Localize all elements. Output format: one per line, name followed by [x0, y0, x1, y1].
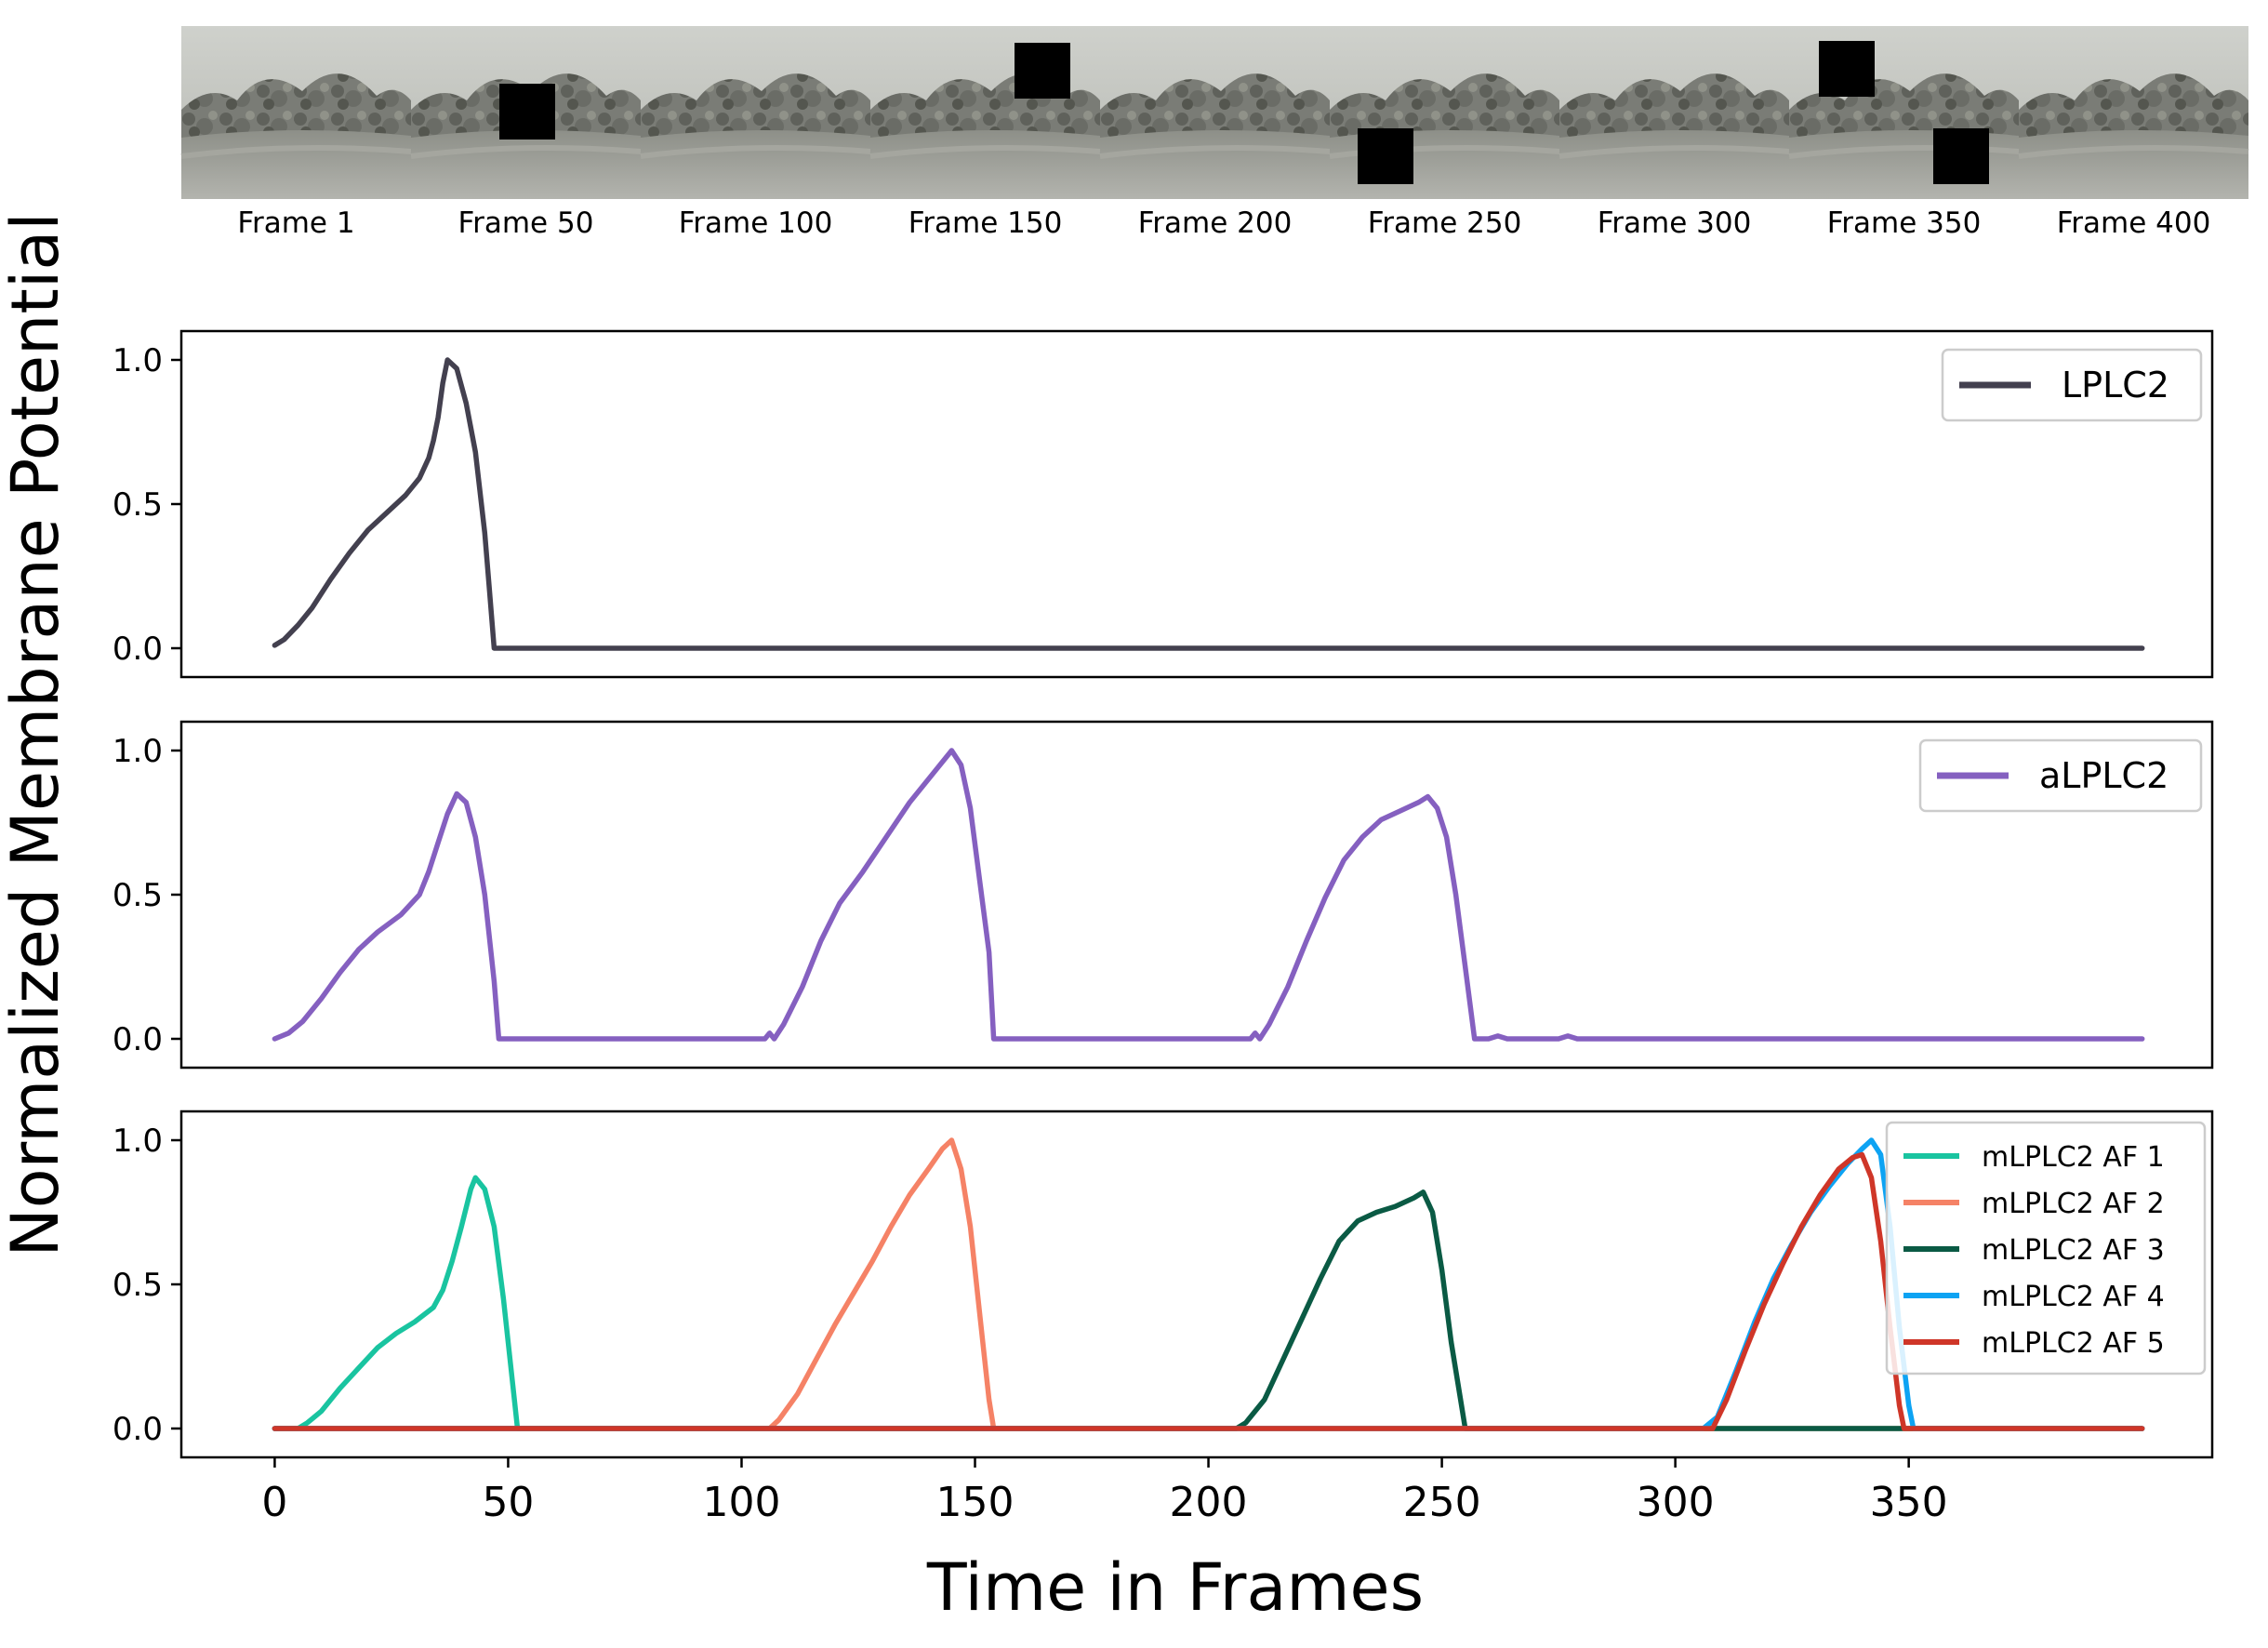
y-tick-label: 0.5	[113, 1267, 163, 1304]
x-tick-label: 0	[261, 1479, 287, 1526]
series-line	[272, 357, 2145, 651]
x-tick-label: 300	[1637, 1479, 1715, 1526]
x-tick-label: 150	[936, 1479, 1015, 1526]
looming-square	[1933, 128, 1989, 184]
x-tick-label: 200	[1170, 1479, 1248, 1526]
frame-label: Frame 300	[1598, 206, 1752, 240]
frame-thumbnail	[1559, 26, 1789, 199]
legend: aLPLC2	[1918, 738, 2203, 813]
y-tick-label: 0.5	[113, 486, 163, 524]
frame-thumbnail	[870, 26, 1100, 199]
y-tick-label: 1.0	[113, 733, 163, 770]
frame-thumbnail	[1330, 26, 1559, 199]
series-line	[272, 748, 2145, 1042]
y-tick-label: 0.0	[113, 1411, 163, 1448]
frame-label: Frame 100	[679, 206, 833, 240]
panel-lplc2: 0.0 0.5 1.0 LPLC2	[113, 329, 2214, 679]
legend-label: LPLC2	[2062, 365, 2169, 405]
frame-thumbnail	[411, 26, 641, 199]
frame-label: Frame 200	[1138, 206, 1293, 240]
looming-square	[1015, 43, 1070, 99]
frame-label: Frame 50	[458, 206, 594, 240]
frame-label: Frame 1	[237, 206, 354, 240]
frame-thumbnail	[1789, 26, 2019, 199]
legend-label: aLPLC2	[2039, 755, 2169, 796]
frame-thumbnail	[641, 26, 870, 199]
y-tick-label: 0.0	[113, 1021, 163, 1058]
legend-label: mLPLC2 AF 2	[1982, 1188, 2165, 1220]
y-tick-label: 1.0	[113, 342, 163, 379]
filmstrip: Frame 1 Frame 50 Frame 100 Frame 150 Frame 2…	[181, 26, 2248, 240]
frame-label: Frame 250	[1368, 206, 1522, 240]
frame-label: Frame 400	[2057, 206, 2211, 240]
frame-label: Frame 350	[1827, 206, 1982, 240]
panel-alplc2: 0.0 0.5 1.0 aLPLC2	[113, 720, 2214, 1070]
series-line	[272, 1137, 2145, 1431]
legend-label: mLPLC2 AF 1	[1982, 1141, 2165, 1174]
series-line	[272, 1189, 2145, 1431]
y-tick-label: 0.0	[113, 631, 163, 668]
looming-square	[1358, 128, 1413, 184]
frame-thumbnail	[181, 26, 411, 199]
x-axis-title: Time in Frames	[926, 1549, 1424, 1626]
y-tick-label: 1.0	[113, 1123, 163, 1160]
legend-label: mLPLC2 AF 3	[1982, 1234, 2165, 1267]
frame-label: Frame 150	[909, 206, 1063, 240]
series-line	[272, 1137, 2145, 1431]
legend-label: mLPLC2 AF 5	[1982, 1327, 2165, 1360]
looming-square	[1819, 41, 1875, 97]
legend: LPLC2	[1941, 348, 2203, 422]
frame-thumbnail	[2019, 26, 2248, 199]
looming-square	[499, 84, 555, 140]
panel-mlplc2: 0.0 0.5 1.0 0 50 100 150 200 250 300 350 mLPLC2 AF …	[113, 1110, 2214, 1526]
y-tick-label: 0.5	[113, 877, 163, 914]
y-axis-title: Normalized Membrane Potential	[0, 212, 73, 1256]
x-tick-label: 50	[482, 1479, 534, 1526]
x-tick-label: 250	[1403, 1479, 1481, 1526]
axes-frame	[179, 329, 2214, 679]
series-line	[272, 1175, 2145, 1431]
legend-label: mLPLC2 AF 4	[1982, 1281, 2165, 1313]
frame-thumbnail	[1100, 26, 1330, 199]
x-tick-label: 350	[1870, 1479, 1948, 1526]
series-line	[272, 1151, 2145, 1431]
legend: mLPLC2 AF 1 mLPLC2 AF 2 mLPLC2 AF 3 mLPLC2 …	[1885, 1121, 2207, 1376]
x-tick-label: 100	[702, 1479, 780, 1526]
